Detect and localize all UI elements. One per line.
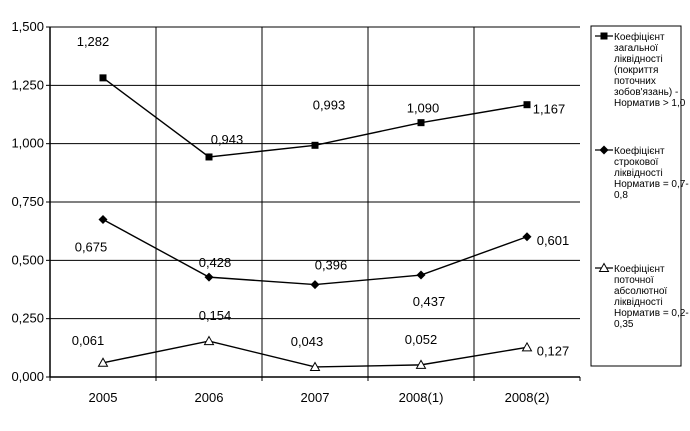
data-point-square (311, 141, 319, 149)
y-tick-label: 0,750 (11, 194, 44, 209)
legend-data-point-triangle (598, 262, 610, 272)
y-tick-label: 0,000 (11, 369, 44, 384)
x-tick-label: 2008(2) (505, 390, 550, 405)
data-point-diamond (98, 215, 108, 224)
legend-entry-text: 0,8 (614, 190, 628, 201)
data-label: 0,396 (315, 258, 348, 273)
data-label: 0,437 (413, 294, 446, 309)
legend-entry-text: ліквідності (614, 54, 663, 65)
x-tick-label: 2005 (89, 390, 118, 405)
data-label: 0,993 (313, 97, 346, 112)
legend-entry-text: зобов'язань) - (614, 86, 678, 98)
legend-entry-text: Норматив > 1,0 (614, 98, 686, 109)
legend-entry-text: загальної (614, 43, 658, 54)
legend-entry-text: ліквідності (614, 297, 663, 308)
data-label: 0,043 (291, 334, 324, 349)
data-label: 0,675 (75, 240, 108, 255)
data-point-square (417, 119, 425, 127)
legend-entry-text: 0,35 (614, 319, 634, 330)
legend-entry-text: Коефіцієнт (614, 263, 665, 275)
data-point-diamond (310, 280, 320, 290)
legend-entry-text: (покриття (614, 65, 658, 76)
data-label: 0,601 (537, 233, 570, 248)
data-point-square (99, 74, 107, 82)
x-tick-label: 2007 (301, 390, 330, 405)
data-point-square (523, 101, 531, 109)
data-label: 0,943 (211, 132, 244, 147)
legend-entry-text: Норматив = 0,7- (614, 179, 689, 190)
data-label: 0,052 (405, 332, 438, 347)
data-point-triangle (203, 335, 215, 346)
legend-data-point-square (600, 32, 608, 40)
legend-entry-text: строкової (614, 157, 659, 168)
data-label: 0,061 (72, 333, 105, 348)
legend-entry-text: поточної (614, 275, 654, 286)
series-line-2 (102, 218, 528, 286)
legend-box (590, 25, 682, 367)
x-tick-label: 2008(1) (399, 390, 444, 405)
data-point-square (205, 153, 213, 161)
data-label: 1,282 (77, 34, 110, 49)
data-label: 1,090 (407, 101, 440, 116)
y-tick-label: 0,250 (11, 311, 44, 326)
y-tick-label: 1,000 (11, 136, 44, 151)
data-point-diamond (522, 232, 532, 242)
data-point-diamond (204, 272, 214, 282)
data-point-triangle (415, 359, 427, 369)
data-point-triangle (309, 361, 321, 371)
data-label: 1,167 (533, 102, 566, 117)
legend-entry-text: Коефіцієнт (614, 145, 665, 157)
legend-data-point-diamond (599, 145, 609, 155)
data-label: 0,127 (537, 343, 570, 358)
legend-entry-text: абсолютної (614, 285, 667, 297)
y-tick-label: 1,250 (11, 77, 44, 92)
legend-entry-text: поточних (614, 76, 656, 87)
legend-entry-text: Норматив = 0,2- (614, 308, 689, 319)
x-tick-label: 2006 (195, 390, 224, 405)
legend-entry-text: ліквідності (614, 168, 663, 179)
legend-entry-text: Коефіцієнт (614, 31, 665, 43)
y-tick-label: 1,500 (11, 19, 44, 34)
data-point-diamond (416, 270, 426, 280)
data-point-triangle (97, 357, 109, 367)
y-tick-label: 0,500 (11, 252, 44, 267)
data-label: 0,428 (199, 255, 232, 270)
data-point-triangle (521, 341, 533, 352)
data-label: 0,154 (199, 308, 232, 323)
